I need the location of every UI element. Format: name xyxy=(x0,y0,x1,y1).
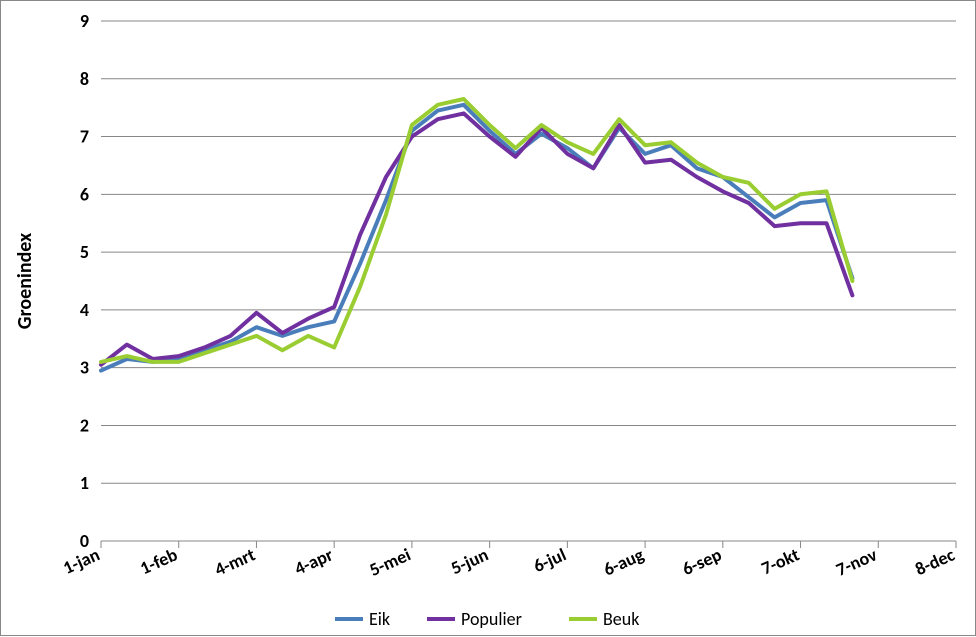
x-tick-label: 6-jul xyxy=(530,543,569,577)
y-tick-label: 6 xyxy=(80,183,89,205)
x-tick-label: 7-okt xyxy=(758,543,803,579)
chart-svg: 01234567891-jan1-feb4-mrt4-apr5-mei5-jun… xyxy=(1,1,976,637)
series-line-populier xyxy=(101,113,852,364)
y-tick-label: 8 xyxy=(80,68,89,90)
y-tick-label: 5 xyxy=(80,241,89,263)
x-tick-label: 4-mrt xyxy=(211,543,258,580)
x-tick-label: 4-apr xyxy=(291,543,337,579)
y-tick-label: 3 xyxy=(80,357,89,379)
x-tick-label: 7-nov xyxy=(833,543,881,581)
y-tick-label: 2 xyxy=(80,414,89,436)
x-tick-label: 5-jun xyxy=(447,543,491,579)
x-tick-label: 6-sep xyxy=(679,543,725,580)
x-tick-label: 5-mei xyxy=(366,543,414,580)
x-tick-label: 6-aug xyxy=(600,543,647,580)
legend-label: Eik xyxy=(369,608,390,630)
series-line-beuk xyxy=(101,99,852,362)
legend-label: Populier xyxy=(461,608,522,630)
y-tick-label: 4 xyxy=(80,299,89,321)
x-tick-label: 8-dec xyxy=(912,543,959,580)
series-line-eik xyxy=(101,105,852,371)
groenindex-chart: 01234567891-jan1-feb4-mrt4-apr5-mei5-jun… xyxy=(0,0,976,636)
legend: Eik Populier Beuk xyxy=(335,608,639,630)
legend-label: Beuk xyxy=(603,608,639,630)
y-tick-label: 1 xyxy=(80,472,89,494)
y-tick-label: 9 xyxy=(80,10,89,32)
x-tick-label: 1-feb xyxy=(137,543,182,579)
x-tick-label: 1-jan xyxy=(60,543,103,578)
y-axis-label: Groenindex xyxy=(13,232,37,329)
y-tick-label: 7 xyxy=(80,126,89,148)
